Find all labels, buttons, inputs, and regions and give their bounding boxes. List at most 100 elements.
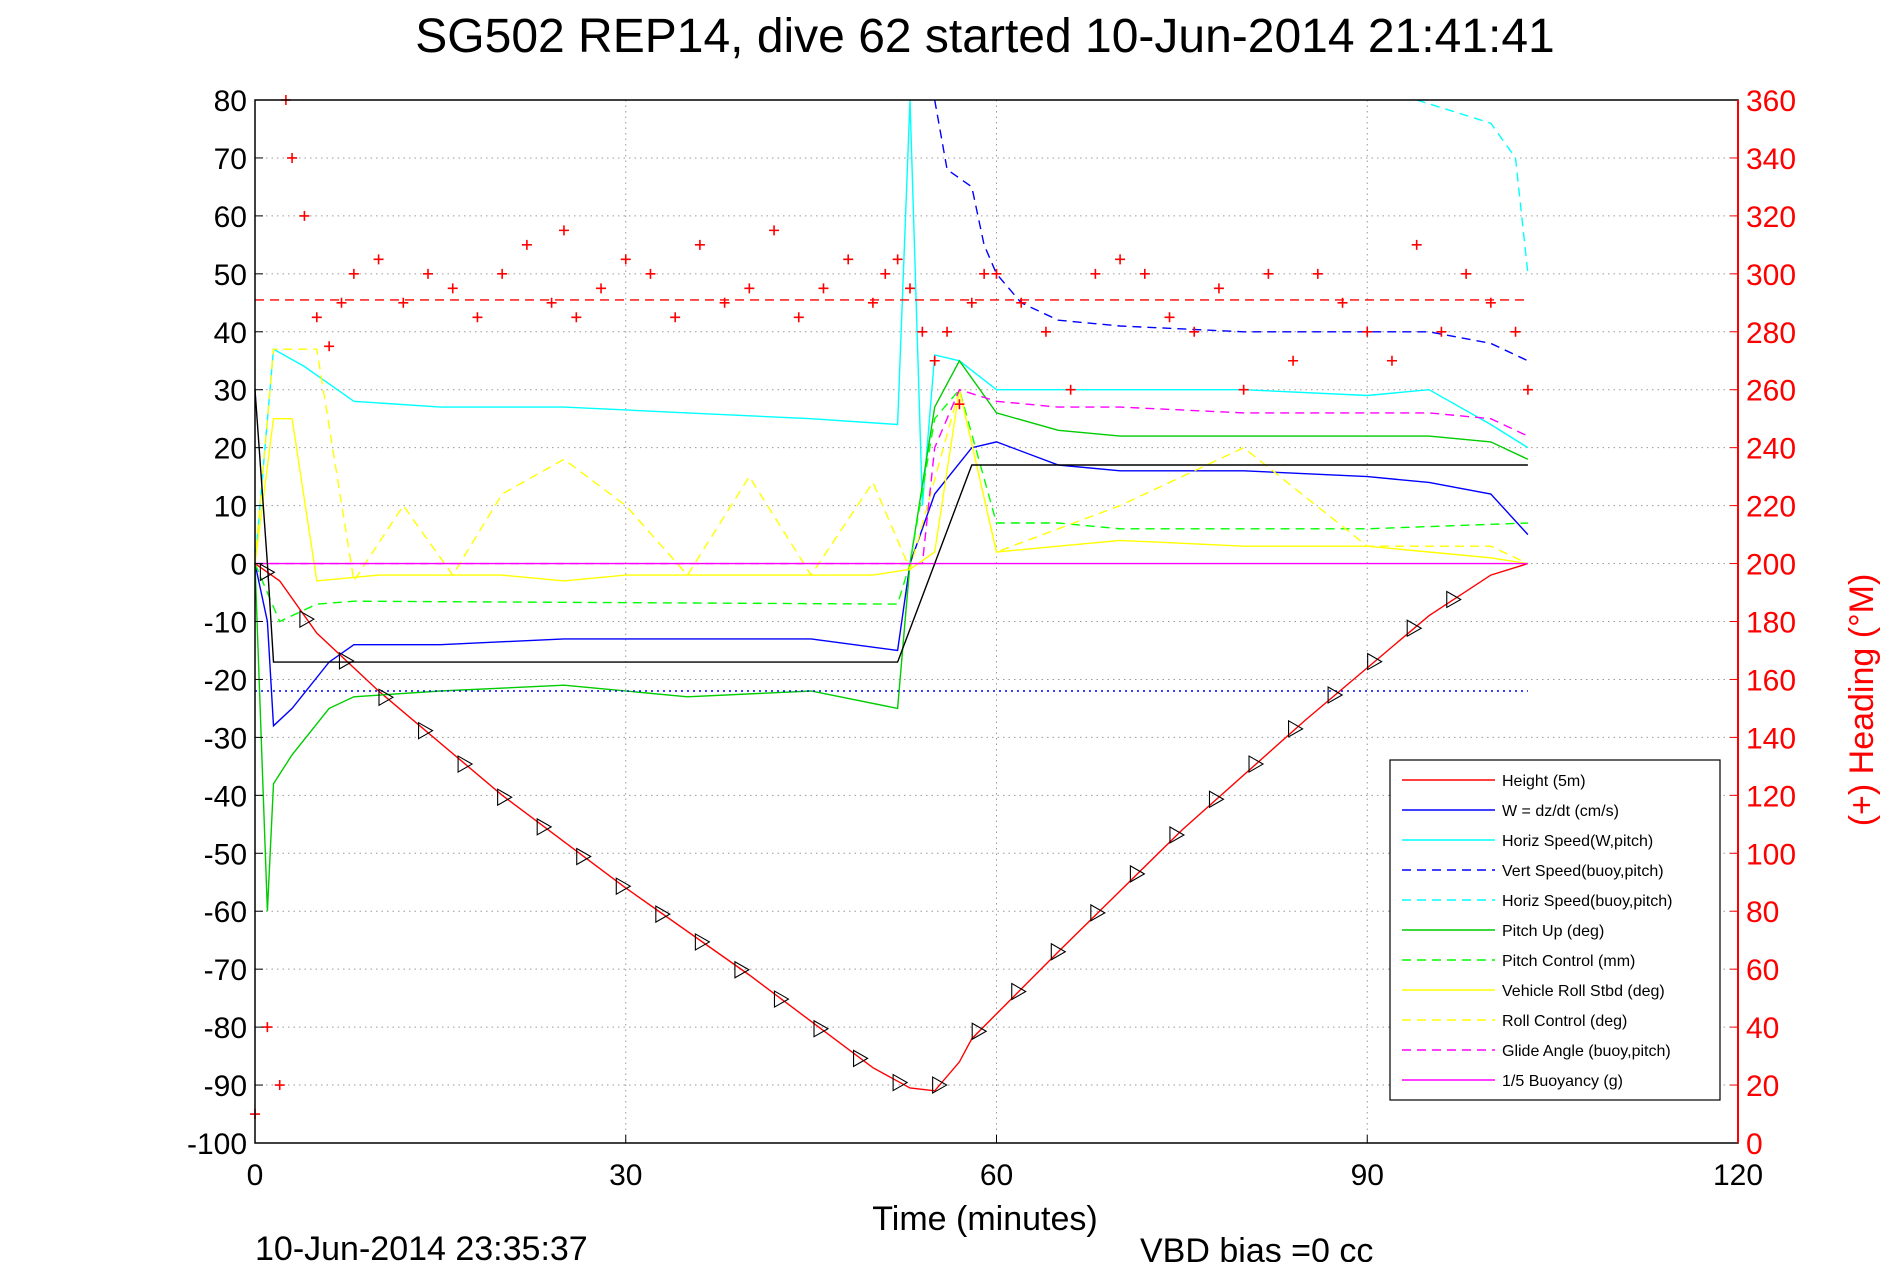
y-right-tick-label: 260 (1746, 375, 1796, 408)
heading-point (892, 254, 903, 265)
depth-marker (536, 817, 553, 836)
footer-timestamp: 10-Jun-2014 23:35:37 (255, 1230, 588, 1262)
heading-point (398, 297, 409, 308)
series-group (250, 95, 1533, 1120)
heading-point (942, 326, 953, 337)
depth-marker (1367, 652, 1383, 671)
depth-marker (892, 1073, 909, 1092)
heading-point (769, 225, 780, 236)
y-tick-label: -80 (204, 1012, 247, 1045)
heading-point (423, 268, 434, 279)
depth-marker (1248, 755, 1265, 773)
series-pitch-up-deg (254, 359, 1529, 912)
heading-point (880, 268, 891, 279)
heading-point (1189, 326, 1200, 337)
depth-marker (1011, 982, 1027, 1001)
legend-label: Horiz Speed(W,pitch) (1502, 833, 1653, 850)
y-right-tick-label: 140 (1746, 722, 1796, 755)
heading-point (287, 152, 298, 163)
y-tick-label: -50 (204, 838, 247, 871)
legend-label: Height (5m) (1502, 773, 1586, 790)
heading-point (1288, 355, 1299, 366)
legend-label: Horiz Speed(buoy,pitch) (1502, 893, 1672, 910)
depth-marker (1090, 903, 1106, 922)
heading-point (558, 225, 569, 236)
depth-marker (1406, 619, 1423, 638)
heading-point (472, 312, 483, 323)
depth-marker (853, 1049, 869, 1068)
heading-point (571, 312, 582, 323)
legend-label: Vehicle Roll Stbd (deg) (1502, 983, 1665, 1000)
y-tick-label: -10 (204, 607, 247, 640)
legend-label: Pitch Up (deg) (1502, 923, 1604, 940)
legend-label: Glide Angle (buoy,pitch) (1502, 1043, 1671, 1060)
legend-label: W = dz/dt (cm/s) (1502, 803, 1619, 820)
y-tick-label: -70 (204, 954, 247, 987)
y-right-tick-label: 120 (1746, 780, 1796, 813)
heading-point (843, 254, 854, 265)
heading-point (966, 297, 977, 308)
y-tick-label: 10 (214, 491, 247, 524)
grid (255, 100, 1738, 1143)
y-right-tick-label: 80 (1746, 896, 1779, 929)
chart-title: SG502 REP14, dive 62 started 10-Jun-2014… (415, 10, 1554, 63)
footer-vbd-bias: VBD bias =0 cc (1140, 1232, 1373, 1262)
depth-marker (576, 847, 592, 866)
x-tick-label: 120 (1713, 1159, 1763, 1192)
y-tick-label: 50 (214, 259, 247, 292)
depth-marker (694, 932, 711, 951)
x-tick-label: 30 (609, 1159, 642, 1192)
depth-marker (1446, 590, 1462, 609)
series-roll-control-deg (254, 348, 1529, 583)
heading-point (1164, 312, 1175, 323)
heading-point (348, 268, 359, 279)
depth-marker (615, 877, 632, 896)
heading-point (991, 268, 1002, 279)
heading-point (793, 312, 804, 323)
y-tick-label: -40 (204, 780, 247, 813)
y-tick-label: 20 (214, 433, 247, 466)
heading-point (336, 297, 347, 308)
x-tick-label: 90 (1351, 1159, 1384, 1192)
y-right-tick-label: 240 (1746, 433, 1796, 466)
y-right-tick-label: 320 (1746, 201, 1796, 234)
heading-point (954, 399, 965, 410)
heading-point (311, 312, 322, 323)
depth-marker (813, 1019, 830, 1038)
x-tick-label: 0 (247, 1159, 264, 1192)
y-tick-label: 40 (214, 317, 247, 350)
x-axis: 0 30 60 90 120 (247, 1135, 1763, 1192)
heading-point (1312, 268, 1323, 279)
heading-point (917, 326, 928, 337)
legend-label: 1/5 Buoyancy (g) (1502, 1073, 1623, 1090)
depth-marker (497, 788, 513, 807)
depth-marker (259, 563, 276, 582)
depth-marker (338, 651, 355, 670)
y-right-tick-label: 160 (1746, 664, 1796, 697)
y-tick-label: 80 (214, 85, 247, 118)
heading-point (521, 239, 532, 250)
heading-point (373, 254, 384, 265)
heading-point (904, 283, 915, 294)
y-axis-right: 3603403203002802602402202001801601401201… (1730, 85, 1796, 1161)
heading-point (1115, 254, 1126, 265)
heading-point (1213, 283, 1224, 294)
heading-point (818, 283, 829, 294)
heading-point (1510, 326, 1521, 337)
heading-point (324, 341, 335, 352)
y-tick-label: -100 (187, 1128, 247, 1161)
legend-label: Vert Speed(buoy,pitch) (1502, 863, 1664, 880)
heading-point (979, 268, 990, 279)
series-horiz-speed-buoy-pitch (1416, 99, 1529, 274)
depth-marker (971, 1022, 988, 1041)
x-axis-label: Time (minutes) (872, 1200, 1097, 1238)
heading-point (1461, 268, 1472, 279)
y-right-tick-label: 180 (1746, 607, 1796, 640)
y-tick-label: -20 (204, 664, 247, 697)
heading-point (694, 239, 705, 250)
y-axis-left: 80 70 60 50 40 30 20 10 0 -10 -20 -30 -40 -50 -60 -70 -8… (187, 85, 263, 1161)
y-tick-label: 70 (214, 143, 247, 176)
series-vehicle-roll-stbd-deg (254, 389, 1529, 582)
y-right-tick-label: 340 (1746, 143, 1796, 176)
depth-marker (734, 960, 751, 979)
